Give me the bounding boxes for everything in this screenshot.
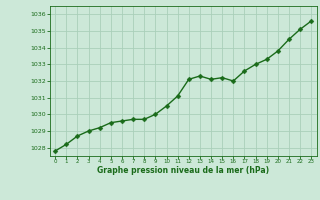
X-axis label: Graphe pression niveau de la mer (hPa): Graphe pression niveau de la mer (hPa) (97, 166, 269, 175)
